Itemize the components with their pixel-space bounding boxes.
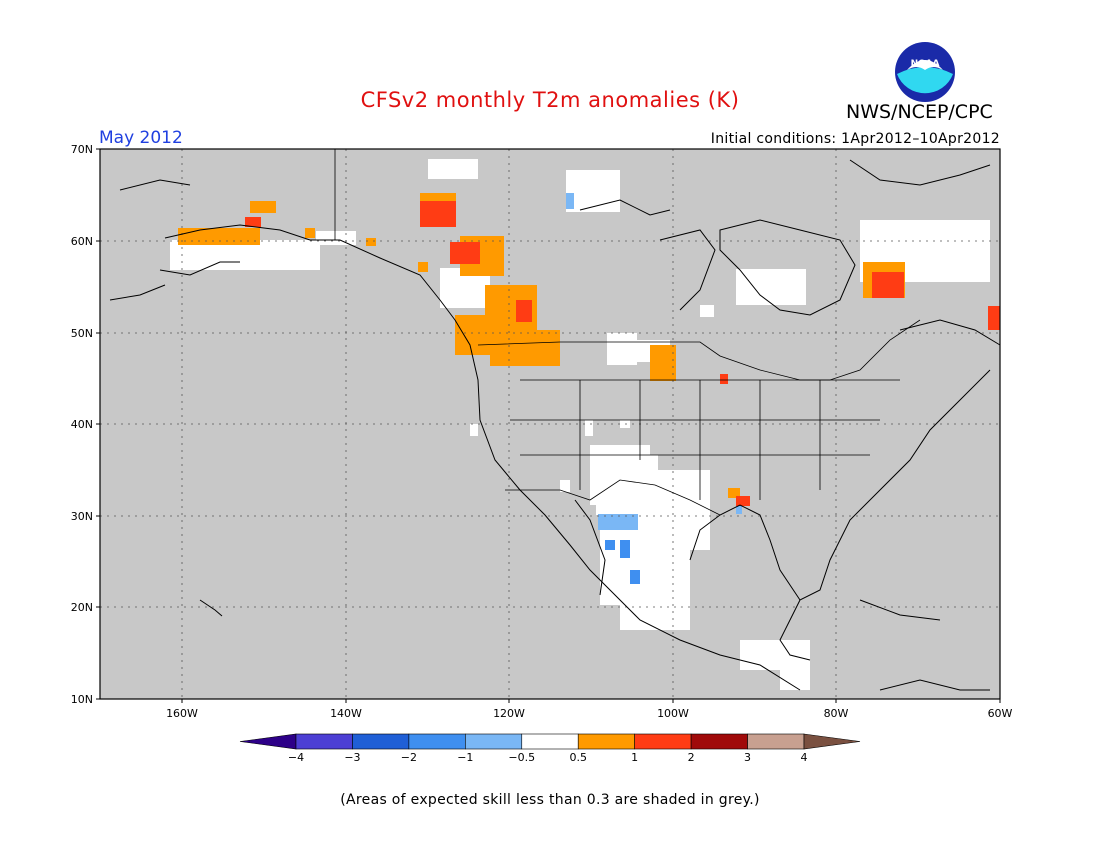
- chart-title: CFSv2 monthly T2m anomalies (K): [360, 88, 740, 112]
- colorbar-label: 3: [744, 751, 751, 764]
- colorbar-label: −4: [288, 751, 304, 764]
- colorbar-segment: [521, 733, 579, 750]
- colorbar-segment: [577, 733, 635, 750]
- lat-label-30n: 30N: [71, 510, 93, 523]
- lon-label-80w: 80W: [824, 707, 849, 720]
- lat-label-20n: 20N: [71, 601, 93, 614]
- colorbar-segment: [465, 733, 523, 750]
- colorbar-segment: [352, 733, 410, 750]
- lon-label-60w: 60W: [988, 707, 1013, 720]
- lon-label-160w: 160W: [166, 707, 198, 720]
- colorbar-label: −3: [344, 751, 360, 764]
- lat-label-10n: 10N: [71, 693, 93, 706]
- colorbar-segment: [408, 733, 466, 750]
- logo-text: NOAA: [911, 59, 940, 69]
- lat-label-60n: 60N: [71, 235, 93, 248]
- colorbar-label: 2: [688, 751, 695, 764]
- political-borders: [334, 149, 921, 516]
- map-gridlines: [100, 149, 1000, 699]
- lon-label-140w: 140W: [330, 707, 362, 720]
- colorbar-label: −1: [457, 751, 473, 764]
- coastlines: [109, 159, 1001, 691]
- colorbar-label: −2: [401, 751, 417, 764]
- lat-label-70n: 70N: [71, 143, 93, 156]
- colorbar-segment: [747, 733, 805, 750]
- colorbar-label: 1: [631, 751, 638, 764]
- colorbar-label: −0.5: [508, 751, 535, 764]
- initial-conditions: Initial conditions: 1Apr2012–10Apr2012: [710, 131, 1000, 147]
- lat-label-40n: 40N: [71, 418, 93, 431]
- skill-note: (Areas of expected skill less than 0.3 a…: [340, 792, 760, 808]
- forecast-month: May 2012: [99, 128, 183, 148]
- colorbar-label: 0.5: [569, 751, 587, 764]
- lat-label-50n: 50N: [71, 327, 93, 340]
- colorbar-extend-high: [803, 733, 861, 750]
- axis-ticks: [96, 148, 1001, 703]
- colorbar-segment: [690, 733, 748, 750]
- agency-label: NWS/NCEP/CPC: [846, 101, 993, 123]
- colorbar-segment: [634, 733, 692, 750]
- colorbar: −4 −3 −2 −1 −0.5 0.5 1 2 3 4: [239, 733, 861, 764]
- lon-label-100w: 100W: [657, 707, 689, 720]
- colorbar-extend-low: [239, 733, 297, 750]
- colorbar-label: 4: [801, 751, 808, 764]
- colorbar-segment: [295, 733, 353, 750]
- lon-label-120w: 120W: [493, 707, 525, 720]
- noaa-logo-icon: NOAA: [895, 42, 955, 102]
